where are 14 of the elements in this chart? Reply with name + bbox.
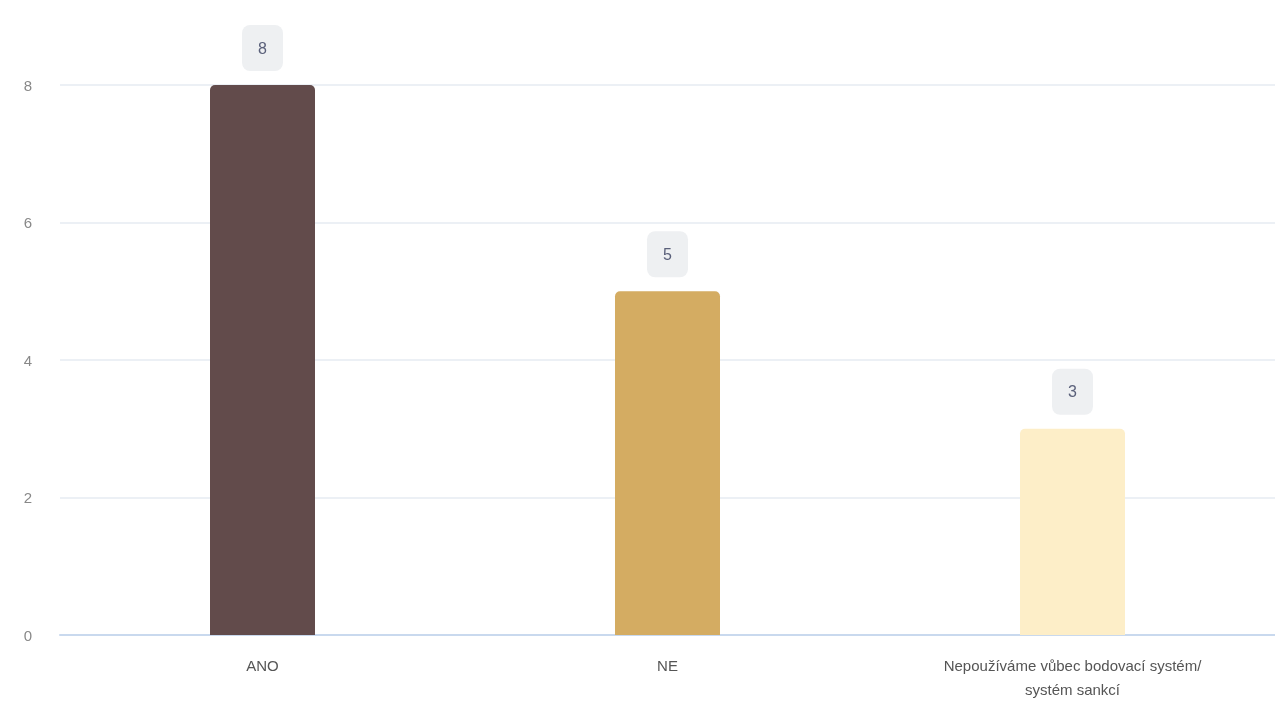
bar [615, 291, 720, 635]
bar [210, 85, 315, 635]
y-tick-label: 8 [23, 76, 32, 94]
data-label: 3 [1068, 383, 1078, 401]
x-tick-label: NE [657, 656, 678, 674]
x-tick-label: ANO [246, 656, 279, 674]
y-tick-label: 4 [23, 351, 32, 369]
data-label: 5 [663, 245, 673, 263]
y-tick-label: 6 [23, 214, 32, 231]
data-label: 8 [258, 39, 268, 57]
y-tick-label: 0 [23, 626, 32, 644]
bar [1020, 428, 1125, 635]
x-tick-label: Nepoužíváme vůbec bodovací systém/systém sankcí [943, 656, 1203, 698]
y-tick-label: 2 [23, 489, 32, 506]
